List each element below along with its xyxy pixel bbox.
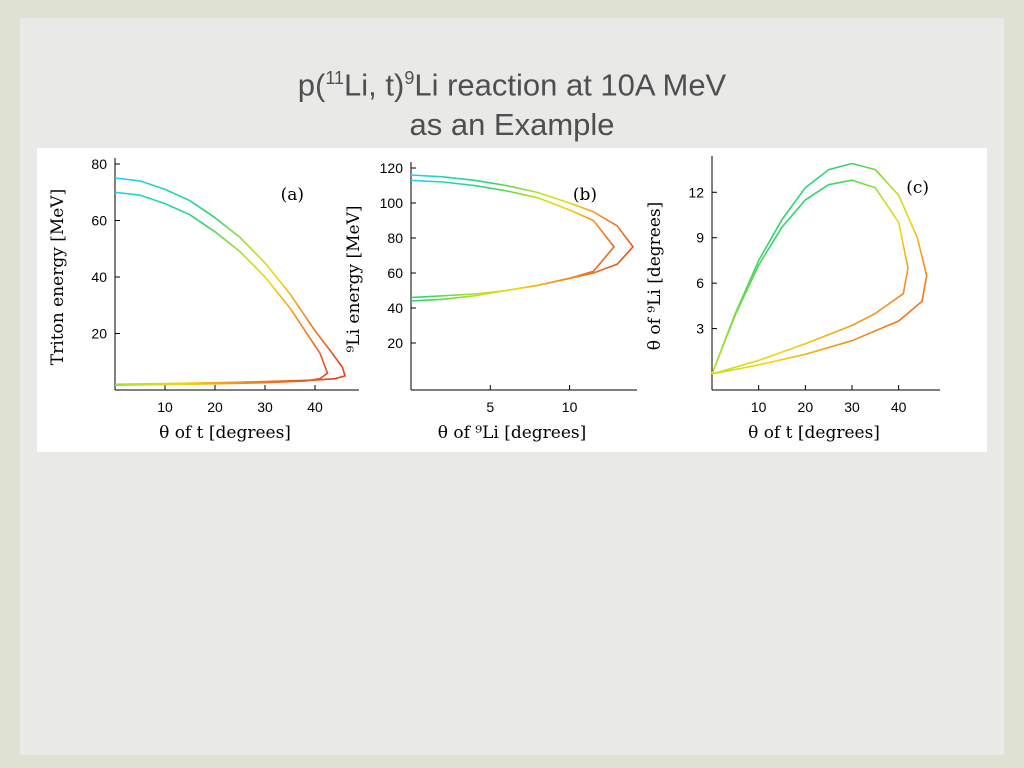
series-curve-2 bbox=[410, 179, 615, 302]
y-tick-label: 60 bbox=[387, 265, 403, 281]
x-tick-label: 40 bbox=[307, 399, 323, 415]
y-tick-label: 20 bbox=[387, 335, 403, 351]
y-tick-label: 40 bbox=[387, 300, 403, 316]
y-axis-label: ⁹Li energy [MeV] bbox=[344, 205, 364, 352]
y-tick-label: 80 bbox=[91, 156, 107, 172]
chart-panel-2: 5 10 20 40 60 80 100 120 (b) θ of ⁹Li [degrees] ⁹L… bbox=[344, 160, 637, 443]
panel-label: (b) bbox=[573, 185, 597, 205]
title-post: Li reaction at 10A MeV bbox=[414, 67, 727, 103]
y-tick-label: 100 bbox=[380, 195, 404, 211]
x-tick-label: 10 bbox=[562, 399, 578, 415]
slide-title: p(11Li, t)9Li reaction at 10A MeV as an … bbox=[20, 58, 1004, 145]
y-axis-label: θ of ⁹Li [degrees] bbox=[645, 202, 665, 351]
title-pre: p( bbox=[297, 67, 326, 103]
x-axis-label: θ of t [degrees] bbox=[748, 423, 880, 443]
x-tick-label: 10 bbox=[751, 399, 767, 415]
y-tick-label: 20 bbox=[91, 326, 107, 342]
y-tick-label: 120 bbox=[380, 160, 404, 176]
x-tick-label: 30 bbox=[844, 399, 860, 415]
x-tick-label: 20 bbox=[798, 399, 814, 415]
title-superscript-11: 11 bbox=[325, 68, 345, 88]
x-axis-label: θ of t [degrees] bbox=[159, 423, 291, 443]
y-tick-label: 80 bbox=[387, 230, 403, 246]
x-tick-label: 5 bbox=[486, 399, 494, 415]
series-curve-2 bbox=[711, 179, 909, 375]
title-superscript-9: 9 bbox=[404, 68, 415, 88]
series-curve-1 bbox=[410, 174, 634, 299]
x-tick-label: 30 bbox=[257, 399, 273, 415]
title-line-2: as an Example bbox=[409, 107, 615, 143]
x-tick-label: 20 bbox=[207, 399, 223, 415]
y-tick-label: 9 bbox=[696, 230, 704, 246]
chart-panel-3: 10 20 30 40 3 6 9 12 (c) θ of t [degrees] θ of ⁹Li… bbox=[645, 156, 940, 443]
x-tick-label: 40 bbox=[891, 399, 907, 415]
y-tick-label: 60 bbox=[91, 213, 107, 229]
y-tick-label: 6 bbox=[696, 275, 704, 291]
title-mid: Li, t) bbox=[344, 67, 405, 103]
title-line-1: p(11Li, t)9Li reaction at 10A MeV bbox=[20, 58, 1004, 105]
y-tick-label: 40 bbox=[91, 269, 107, 285]
series-curve-1 bbox=[711, 162, 928, 375]
panel-label: (c) bbox=[906, 178, 929, 198]
x-tick-label: 10 bbox=[157, 399, 173, 415]
y-axis-label: Triton energy [MeV] bbox=[48, 189, 68, 365]
kinematics-figure-svg: 10 20 30 40 20 40 60 80 (a) θ of t [degrees] Trito… bbox=[48, 156, 940, 443]
series-curve-2 bbox=[114, 191, 329, 386]
chart-panel-1: 10 20 30 40 20 40 60 80 (a) θ of t [degrees] Trito… bbox=[48, 156, 359, 443]
x-axis-label: θ of ⁹Li [degrees] bbox=[438, 423, 587, 443]
series-curve-1 bbox=[114, 177, 346, 386]
panel-label: (a) bbox=[281, 185, 304, 205]
y-tick-label: 3 bbox=[696, 321, 704, 337]
kinematics-figure: 10 20 30 40 20 40 60 80 (a) θ of t [degrees] Trito… bbox=[37, 148, 987, 452]
y-tick-label: 12 bbox=[688, 184, 704, 200]
